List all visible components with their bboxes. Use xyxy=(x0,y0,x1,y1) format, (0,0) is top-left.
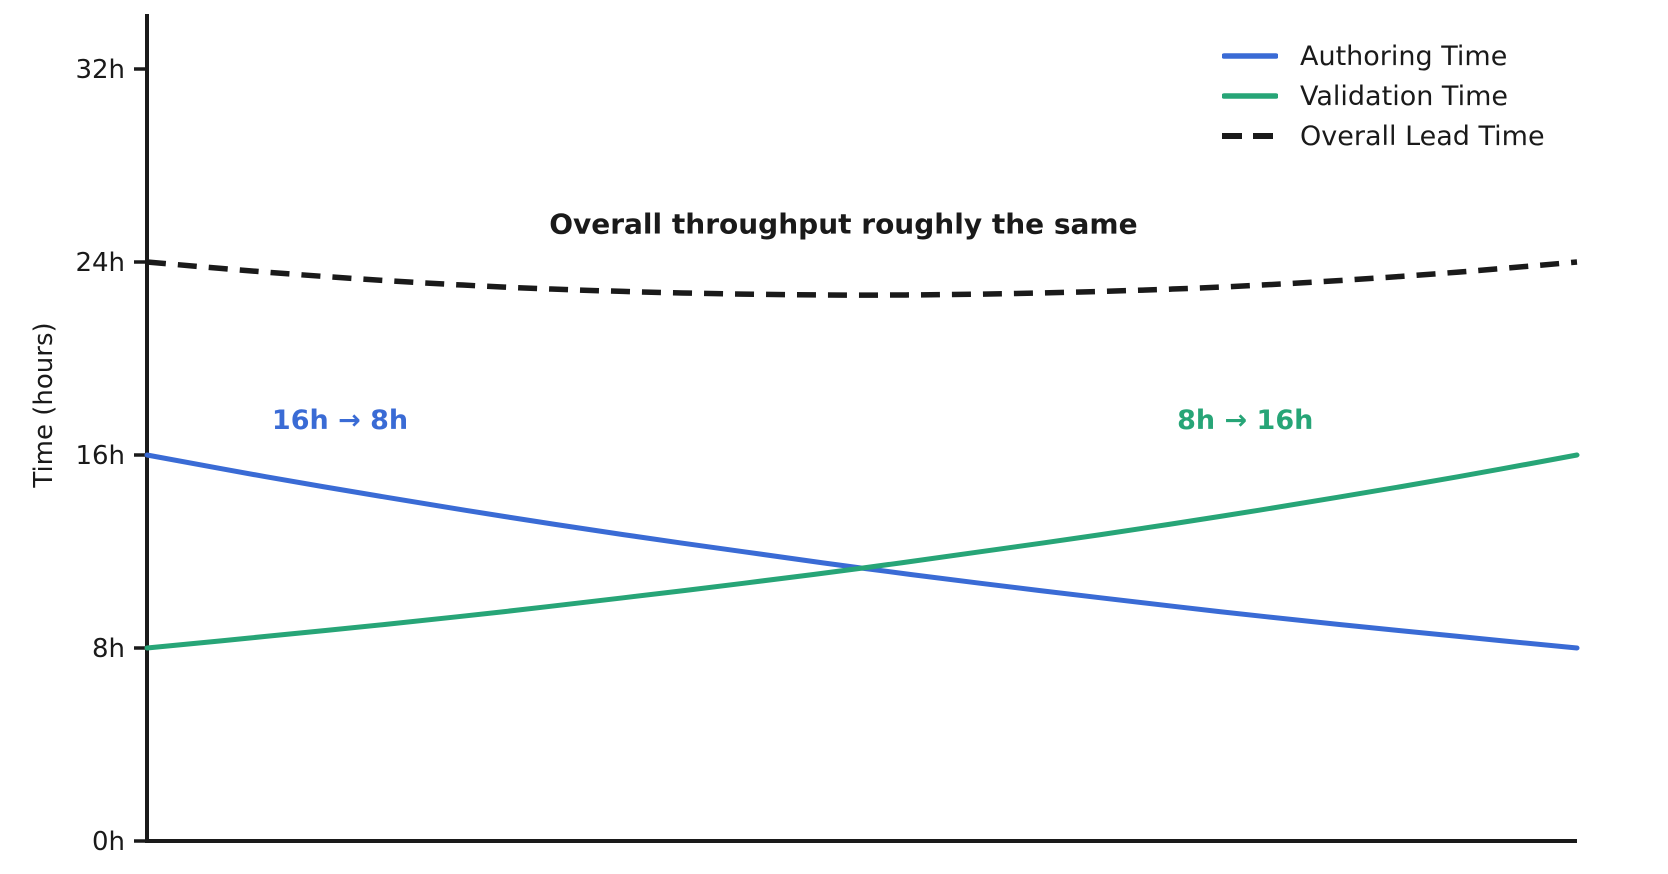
y-tick-label: 16h xyxy=(75,441,125,471)
series-line-overall-lead-time xyxy=(146,259,1578,298)
annotation-series-note: 8h → 16h xyxy=(1177,405,1313,436)
annotation-headline: Overall throughput roughly the same xyxy=(549,207,1137,240)
legend-label: Overall Lead Time xyxy=(1300,120,1545,152)
legend-item-authoring-time: Authoring Time xyxy=(1222,36,1545,76)
y-axis-label: Time (hours) xyxy=(29,322,59,488)
authoring-line-swatch-icon xyxy=(1222,53,1278,59)
annotation-series-note: 16h → 8h xyxy=(272,405,408,436)
y-tick-label: 0h xyxy=(92,827,125,857)
legend-label: Authoring Time xyxy=(1300,40,1508,72)
series-line-authoring-time xyxy=(144,452,1580,651)
series-line-validation-time xyxy=(144,452,1580,651)
validation-line-swatch-icon xyxy=(1222,93,1278,99)
legend: Authoring Time Validation Time Overall L… xyxy=(1222,36,1545,156)
legend-item-overall-lead-time: Overall Lead Time xyxy=(1222,116,1545,156)
y-tick-label: 8h xyxy=(92,634,125,664)
y-tick-label: 32h xyxy=(75,55,125,85)
legend-item-validation-time: Validation Time xyxy=(1222,76,1545,116)
legend-label: Validation Time xyxy=(1300,80,1508,112)
y-tick-label: 24h xyxy=(75,248,125,278)
dashed-line-swatch-icon xyxy=(1222,133,1278,139)
